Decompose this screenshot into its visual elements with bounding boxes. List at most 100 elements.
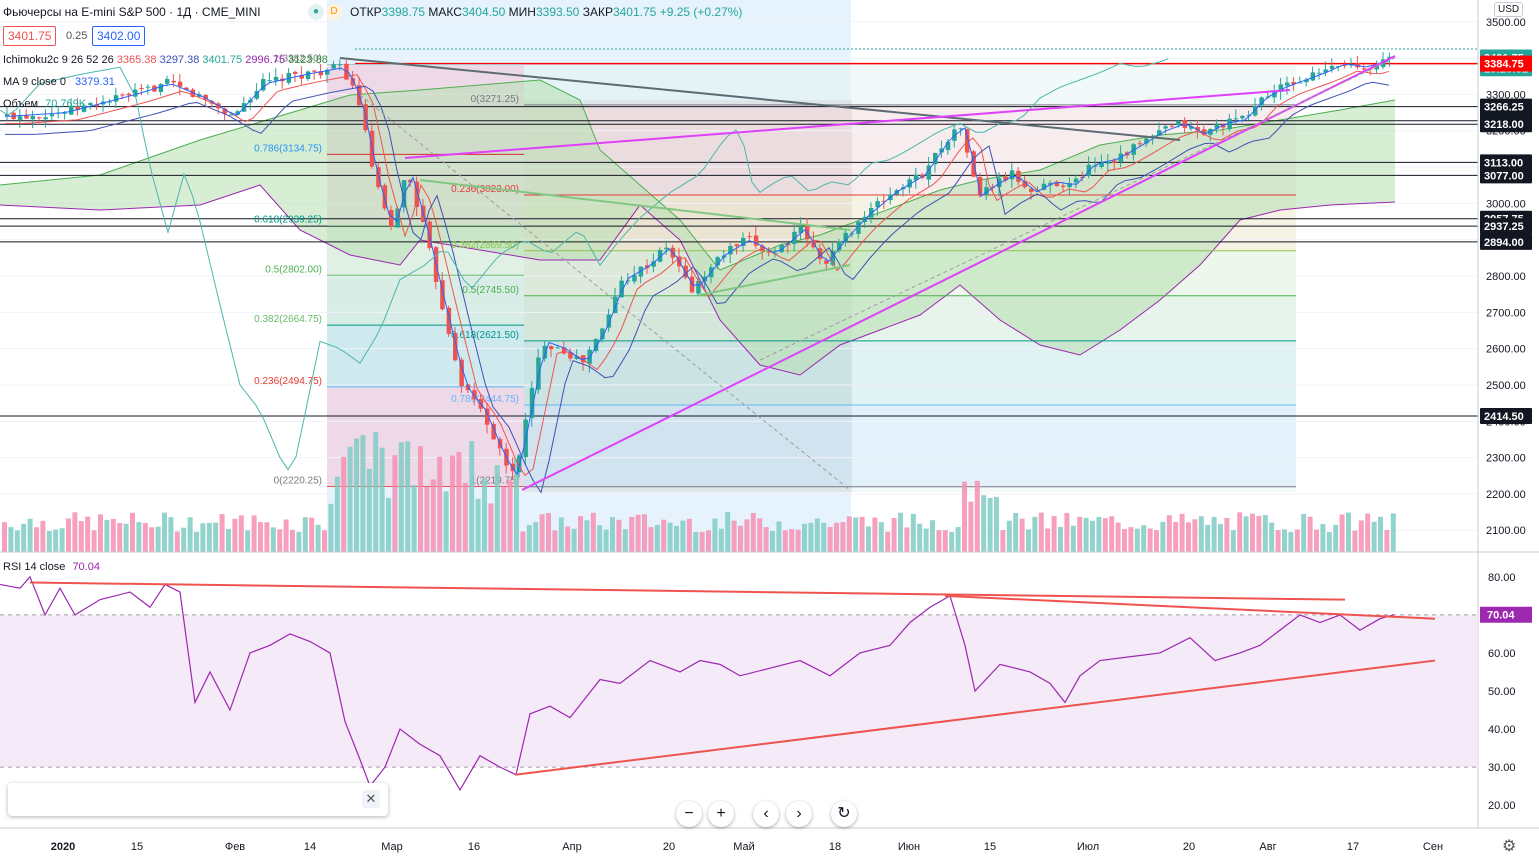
volume-bar	[1013, 513, 1019, 552]
candle-body	[389, 210, 394, 227]
volume-bar	[738, 525, 743, 552]
volume-bar	[834, 522, 839, 552]
price-tick-label: 2200.00	[1486, 489, 1526, 501]
time-tick-label: 15	[131, 841, 143, 853]
candle-body	[299, 75, 304, 79]
volume-bar	[706, 530, 711, 552]
time-tick-label: 20	[663, 841, 675, 853]
candle-body	[549, 346, 554, 350]
candle-body	[440, 280, 445, 310]
volume-bar	[1218, 524, 1223, 552]
volume-bar	[437, 456, 443, 552]
volume-bar	[181, 527, 187, 552]
ma-legend[interactable]: MA 9 close 0 3379.31	[3, 76, 115, 88]
volume-bar	[1090, 520, 1095, 552]
ma-name: MA 9 close 0	[3, 76, 66, 88]
price-tick-label: 2800.00	[1486, 271, 1526, 283]
settings-gear-icon[interactable]: ⚙	[1502, 838, 1517, 855]
volume-bar	[539, 514, 545, 552]
volume-bar	[450, 455, 455, 552]
candle-body	[606, 314, 612, 328]
price-tick-label: 3000.00	[1486, 198, 1526, 210]
candle-body	[165, 79, 170, 84]
candle-body	[824, 260, 829, 264]
candle-body	[593, 338, 599, 351]
price-badge	[1480, 218, 1532, 235]
scroll-left-button[interactable]: ‹	[753, 801, 779, 827]
zoom-out-button[interactable]: −	[676, 801, 702, 827]
volume-bar	[418, 446, 423, 552]
candle-body	[913, 174, 919, 181]
rsi-legend[interactable]: RSI 14 close 70.04	[3, 561, 100, 573]
currency-button[interactable]: USD	[1494, 2, 1524, 17]
candle-body	[1112, 160, 1117, 163]
volume-bar	[814, 518, 820, 552]
trend-line-green	[419, 179, 851, 231]
volume-bar	[347, 446, 353, 552]
candle-body	[453, 333, 458, 361]
volume-bar	[808, 522, 814, 552]
candle-body	[881, 200, 887, 202]
span-b-line	[0, 184, 1396, 376]
buy-price-button[interactable]: 3402.00	[92, 26, 146, 46]
scroll-right-button[interactable]: ›	[786, 801, 812, 827]
volume-bar	[571, 528, 577, 552]
rsi-trendline-bottom	[514, 659, 1436, 776]
fib-left-band	[327, 275, 524, 326]
volume-bar	[123, 523, 129, 552]
price-badge-label: 2937.25	[1484, 221, 1524, 233]
price-tick-label: 2100.00	[1486, 525, 1526, 537]
volume-bar	[1288, 531, 1294, 552]
volume-bar	[750, 513, 756, 552]
fib-left-label: 0.5(2802.00)	[265, 264, 322, 275]
volume-bar	[821, 522, 827, 552]
time-tick-label: Авг	[1259, 841, 1276, 853]
ohlc-readout: ОТКР3398.75 МАКС3404.50 МИН3393.50 ЗАКР3…	[350, 5, 742, 19]
volume-bar	[482, 478, 487, 552]
candle-body	[1131, 144, 1136, 155]
volume-bar	[936, 530, 942, 552]
volume-bar	[744, 519, 750, 552]
volume-bar	[616, 519, 622, 552]
candle-body	[446, 307, 452, 334]
volume-bar	[526, 525, 532, 552]
volume-bar	[840, 522, 846, 552]
candle-body	[933, 153, 938, 165]
candle-body	[843, 232, 848, 242]
volume-value: 70.769K	[45, 98, 87, 110]
volume-bar	[1211, 516, 1217, 552]
volume-bar	[1243, 516, 1249, 552]
trend-line-green-2	[699, 264, 851, 296]
tenkan-line	[4, 60, 1390, 476]
candle-body	[331, 64, 336, 69]
candle-body	[734, 244, 740, 247]
volume-bar	[2, 522, 7, 552]
volume-bar	[162, 512, 167, 552]
volume-legend[interactable]: Объем 70.769K	[3, 98, 86, 110]
candle-body	[1003, 176, 1008, 181]
volume-bar	[878, 522, 884, 552]
zoom-in-button[interactable]: +	[708, 801, 734, 827]
candle-body	[222, 108, 228, 114]
candle-body	[1272, 92, 1277, 98]
reset-chart-button[interactable]: ↻	[831, 801, 857, 827]
ichimoku-legend[interactable]: Ichimoku2c 9 26 52 26 3365.38 3297.38 34…	[3, 54, 328, 66]
volume-bar	[1109, 516, 1115, 552]
candle-body	[798, 226, 804, 234]
volume-bar	[245, 530, 251, 552]
time-tick-label: Апр	[562, 841, 581, 853]
volume-bar	[1083, 517, 1089, 552]
volume-bar	[21, 523, 27, 552]
symbol-title[interactable]: Фьючерсы на E-mini S&P 500 · 1Д · CME_MI…	[3, 5, 261, 19]
volume-bar	[565, 526, 571, 552]
close-icon[interactable]: ✕	[362, 790, 380, 808]
fib-right-label: 0.5(2745.50)	[462, 285, 519, 296]
volume-bar	[1333, 524, 1339, 552]
volume-bar	[91, 530, 97, 552]
volume-bar	[226, 528, 231, 552]
sell-price-button[interactable]: 3401.75	[3, 26, 57, 46]
volume-bar	[168, 517, 174, 552]
volume-bar	[1237, 512, 1243, 552]
volume-bar	[66, 518, 71, 552]
